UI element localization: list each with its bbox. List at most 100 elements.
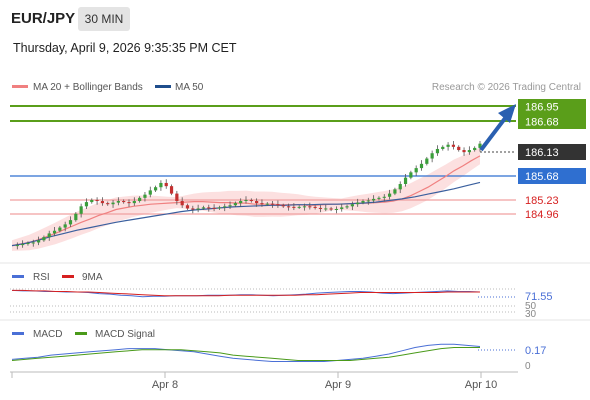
- candle-body: [340, 207, 344, 209]
- candles-group: [15, 141, 482, 250]
- candle-body: [36, 240, 41, 243]
- legend-swatch-macd: [12, 332, 24, 335]
- candle-body: [286, 206, 291, 208]
- candle-body: [31, 242, 35, 244]
- rsi-value: 71.55: [525, 291, 553, 303]
- level-label-186-68: 186.68: [525, 117, 559, 129]
- candle-body: [297, 206, 301, 208]
- legend-rsi: RSI: [33, 272, 50, 283]
- candle-body: [430, 153, 434, 159]
- candle-body: [350, 204, 354, 207]
- legend-9ma: 9MA: [82, 272, 103, 283]
- candle-body: [95, 199, 99, 202]
- candle-body: [356, 202, 360, 205]
- candle-body: [164, 182, 168, 187]
- level-tag-186-13: [518, 144, 586, 160]
- candle-body: [366, 200, 370, 202]
- candle-body: [276, 204, 280, 206]
- macd-signal-line: [11, 347, 480, 361]
- level-label-184-96: 184.96: [525, 209, 559, 221]
- candle-body: [169, 186, 174, 194]
- level-tag-186-68: [518, 114, 586, 129]
- candle-body: [393, 189, 397, 194]
- candle-body: [223, 206, 227, 208]
- candle-body: [372, 198, 376, 201]
- x-label-apr9: Apr 9: [325, 379, 351, 391]
- macd-line: [11, 343, 481, 362]
- candle-body: [255, 201, 259, 204]
- timestamp: Thursday, April 9, 2026 9:35:35 PM CET: [13, 41, 237, 55]
- legend-swatch-rsi: [12, 275, 24, 278]
- candle-body: [52, 230, 57, 234]
- candle-body: [159, 182, 163, 188]
- projection-arrow: [479, 115, 508, 152]
- candle-body: [441, 146, 445, 149]
- candle-body: [462, 150, 466, 153]
- candle-body: [473, 147, 477, 151]
- candle-body: [116, 201, 120, 203]
- candle-body: [143, 194, 147, 198]
- candle-body: [175, 193, 179, 202]
- rsi-tick-50: 50: [525, 301, 537, 312]
- legend-swatch-ma20: [12, 85, 28, 88]
- level-tag-185-68: [518, 168, 586, 184]
- candle-body: [79, 206, 83, 214]
- candle-body: [84, 202, 89, 207]
- rsi-tick-30: 30: [525, 309, 537, 320]
- candle-body: [377, 197, 381, 199]
- legend-macd-signal: MACD Signal: [95, 329, 155, 340]
- candle-body: [382, 196, 386, 198]
- rsi-line: [11, 289, 481, 298]
- candle-body: [191, 208, 195, 210]
- candle-body: [249, 199, 253, 202]
- candle-body: [74, 213, 78, 221]
- candle-body: [345, 206, 349, 208]
- candle-body: [26, 242, 30, 245]
- candle-body: [228, 205, 232, 207]
- candle-body: [68, 220, 73, 225]
- x-label-apr10: Apr 10: [465, 379, 497, 391]
- candle-body: [329, 208, 333, 210]
- legend-swatch-ma50: [155, 85, 171, 88]
- candle-body: [281, 205, 285, 207]
- candle-body: [148, 190, 152, 195]
- candle-body: [403, 177, 408, 185]
- macd-tick-0: 0: [525, 361, 531, 372]
- candle-body: [100, 201, 105, 204]
- candle-body: [217, 207, 222, 209]
- candle-body: [106, 203, 110, 205]
- level-label-185-23: 185.23: [525, 195, 559, 207]
- candle-body: [260, 203, 264, 205]
- candle-body: [127, 202, 131, 204]
- candle-body: [313, 206, 317, 208]
- legend-macd: MACD: [33, 329, 62, 340]
- candle-body: [265, 203, 269, 205]
- rsi-ma-line: [12, 289, 480, 297]
- candle-body: [239, 201, 243, 204]
- timeframe-badge[interactable]: 30 MIN: [78, 7, 130, 31]
- legend-swatch-macd-signal: [75, 332, 87, 335]
- candle-body: [419, 163, 424, 169]
- symbol-title: EUR/JPY: [11, 10, 76, 27]
- credit-text: Research © 2026 Trading Central: [432, 82, 581, 93]
- candle-body: [90, 199, 94, 203]
- candle-body: [180, 201, 184, 206]
- legend-ma20: MA 20 + Bollinger Bands: [33, 82, 143, 93]
- candle-body: [270, 203, 275, 205]
- candle-body: [451, 144, 456, 147]
- candle-body: [478, 143, 482, 148]
- candle-body: [361, 201, 365, 203]
- candle-body: [334, 208, 339, 210]
- candle-body: [409, 172, 413, 178]
- candle-body: [318, 207, 323, 209]
- candle-body: [207, 207, 211, 209]
- candle-body: [292, 206, 296, 208]
- ma50-line: [11, 181, 481, 247]
- candle-body: [132, 201, 136, 204]
- candle-body: [185, 205, 190, 209]
- candle-body: [58, 227, 62, 231]
- candle-body: [435, 148, 440, 154]
- candle-body: [196, 208, 200, 210]
- level-label-186-95: 186.95: [525, 102, 559, 114]
